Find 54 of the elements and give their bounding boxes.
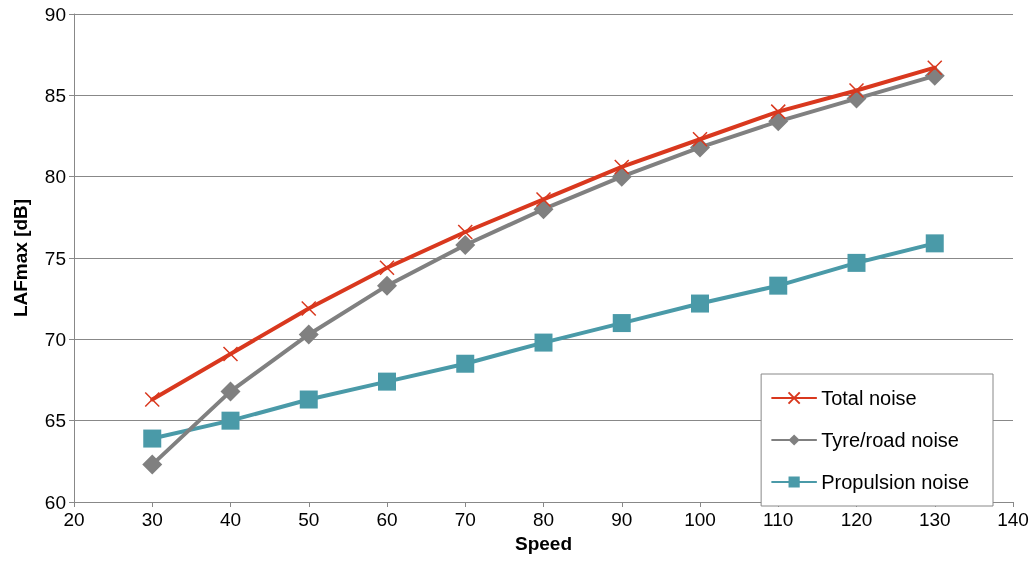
y-tick-label: 60 <box>44 491 66 513</box>
point <box>143 429 162 448</box>
x-tick-label: 80 <box>532 509 555 530</box>
point <box>298 324 319 345</box>
point <box>612 314 631 333</box>
y-tick-label: 70 <box>44 328 66 350</box>
x-tick-label: 20 <box>63 509 85 530</box>
y-axis-title: LAFmax [dB] <box>10 198 31 318</box>
point <box>769 276 788 295</box>
x-tick-label: 120 <box>840 509 873 530</box>
point <box>848 82 865 99</box>
x-tick-label: 100 <box>684 509 716 530</box>
point <box>457 224 473 240</box>
point <box>220 381 241 402</box>
point <box>379 260 395 276</box>
point <box>614 159 630 175</box>
point <box>534 333 553 352</box>
x-tick-label: 30 <box>141 509 163 530</box>
x-tick-label: 60 <box>376 509 398 530</box>
legend-label: Propulsion noise <box>821 471 969 493</box>
y-tick-label: 80 <box>44 166 66 188</box>
x-axis-title: Speed <box>514 532 573 554</box>
x-tick-label: 90 <box>611 509 633 530</box>
x-tick-label: 110 <box>763 509 794 530</box>
x-tick-label: 140 <box>997 509 1029 530</box>
x-tick-label: 50 <box>298 509 320 530</box>
y-tick-label: 90 <box>44 3 66 25</box>
point <box>299 390 318 409</box>
legend-label: Tyre/road noise <box>821 429 959 451</box>
y-tick-label: 85 <box>44 84 66 106</box>
x-tick-label: 40 <box>219 509 242 530</box>
point <box>222 346 239 362</box>
point <box>142 454 163 475</box>
point <box>144 391 160 408</box>
point <box>456 354 475 373</box>
point <box>768 111 789 132</box>
point <box>533 199 554 220</box>
point <box>691 294 709 313</box>
point <box>927 59 943 76</box>
point <box>221 411 240 430</box>
point <box>535 191 552 208</box>
legend-label: Total noise <box>821 387 917 409</box>
y-tick-label: 65 <box>44 410 66 432</box>
x-tick-label: 130 <box>918 509 951 530</box>
point <box>925 234 944 253</box>
point <box>378 372 396 391</box>
point <box>770 103 786 120</box>
point <box>377 275 397 296</box>
point <box>301 300 317 317</box>
point <box>847 253 866 272</box>
y-tick-label: 75 <box>44 247 66 269</box>
x-tick-label: 70 <box>454 509 476 530</box>
point <box>692 131 708 147</box>
point <box>455 234 476 255</box>
